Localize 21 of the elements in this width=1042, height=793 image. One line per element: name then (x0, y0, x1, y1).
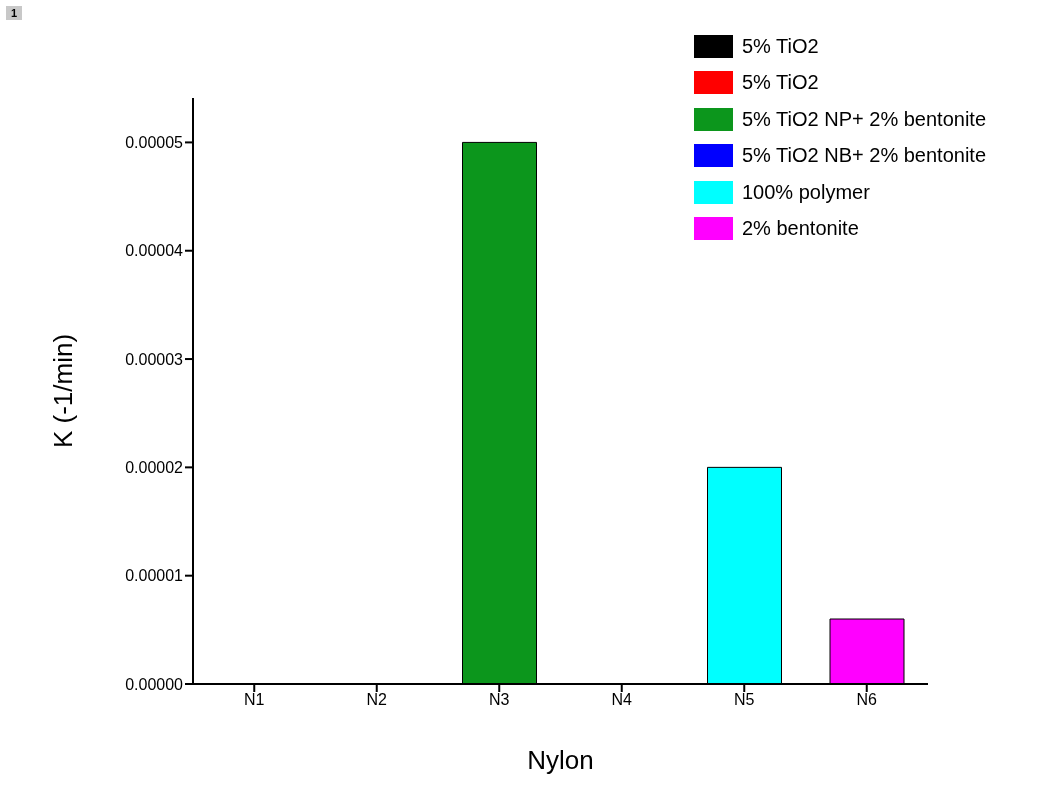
x-tick-label: N2 (366, 691, 388, 709)
y-axis-title: K (-1/min) (48, 333, 79, 449)
x-tick-label: N1 (244, 691, 265, 709)
y-tick-label: 0.00000 (125, 675, 184, 693)
x-tick-label: N5 (734, 691, 755, 709)
x-tick-label: N6 (856, 691, 878, 709)
legend-label: 100% polymer (742, 180, 870, 204)
x-axis-title: Nylon (527, 745, 594, 775)
x-tick-label: N4 (611, 691, 633, 709)
legend-label: 5% TiO2 (742, 34, 819, 58)
y-tick-label: 0.00002 (125, 459, 184, 477)
y-tick-label: 0.00001 (125, 567, 184, 585)
y-tick-label: 0.00004 (125, 242, 184, 260)
y-tick-label: 0.00005 (125, 134, 184, 152)
legend-label: 2% bentonite (742, 217, 859, 241)
text: 1 (6, 6, 23, 20)
legend-label: 5% TiO2 (742, 71, 819, 95)
x-tick-label: N3 (489, 691, 510, 709)
y-tick-label: 0.00003 (125, 350, 184, 368)
legend-label: 5% TiO2 NB+ 2% bentonite (742, 144, 987, 168)
legend-label: 5% TiO2 NP+ 2% bentonite (742, 107, 987, 131)
